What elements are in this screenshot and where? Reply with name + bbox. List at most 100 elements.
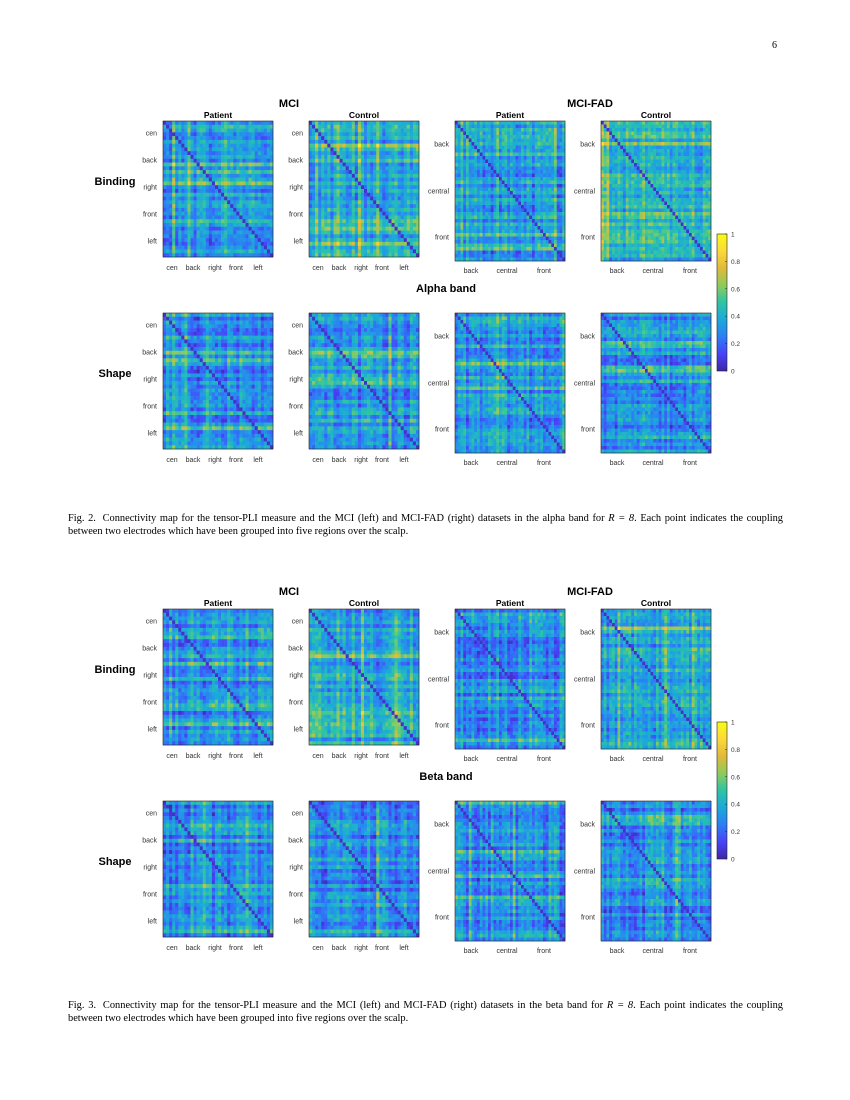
y-tick-label-front: front bbox=[289, 212, 303, 219]
y-tick-label-back: back bbox=[288, 646, 303, 653]
x-tick-label-left: left bbox=[399, 265, 408, 272]
y-tick-label-left: left bbox=[148, 239, 157, 246]
figure-2-caption-math: R = 8 bbox=[608, 513, 634, 524]
heatmap-shape-0 bbox=[162, 312, 274, 450]
x-tick-label-right: right bbox=[208, 457, 222, 464]
row-title-shape: Shape bbox=[98, 856, 131, 868]
y-tick-label-right: right bbox=[289, 865, 303, 872]
x-tick-label-left: left bbox=[253, 457, 262, 464]
x-tick-label-cen: cen bbox=[312, 945, 323, 952]
x-tick-label-back: back bbox=[464, 948, 479, 955]
x-tick-label-back: back bbox=[610, 948, 625, 955]
x-tick-label-central: central bbox=[642, 948, 663, 955]
x-tick-label-back: back bbox=[464, 756, 479, 763]
dataset-title-mci: MCI bbox=[279, 586, 299, 598]
heatmap-shape-0 bbox=[162, 800, 274, 938]
y-tick-label-back: back bbox=[434, 334, 449, 341]
y-tick-label-front: front bbox=[289, 404, 303, 411]
y-tick-label-cen: cen bbox=[292, 811, 303, 818]
figure-2-caption-text: Connectivity map for the tensor-PLI meas… bbox=[103, 513, 605, 524]
band-title: Beta band bbox=[419, 771, 472, 783]
colorbar-tick-label: 0.6 bbox=[731, 774, 740, 781]
figure-3-caption-text-end: . Each point indicates the coupling betw… bbox=[68, 1000, 783, 1024]
x-tick-label-front: front bbox=[683, 948, 697, 955]
x-tick-label-front: front bbox=[683, 268, 697, 275]
colorbar-tick-label: 0.4 bbox=[731, 314, 740, 321]
x-tick-label-right: right bbox=[208, 753, 222, 760]
colorbar-tick-label: 0.6 bbox=[731, 286, 740, 293]
heatmap-shape-2 bbox=[454, 800, 566, 942]
x-tick-label-cen: cen bbox=[312, 457, 323, 464]
x-tick-label-central: central bbox=[496, 756, 517, 763]
y-tick-label-left: left bbox=[294, 919, 303, 926]
column-title-patient: Patient bbox=[496, 110, 525, 120]
y-tick-label-back: back bbox=[580, 630, 595, 637]
x-tick-label-back: back bbox=[186, 945, 201, 952]
x-tick-label-cen: cen bbox=[166, 457, 177, 464]
y-tick-label-cen: cen bbox=[146, 323, 157, 330]
row-title-shape: Shape bbox=[98, 368, 131, 380]
row-title-binding: Binding bbox=[95, 176, 136, 188]
x-tick-label-back: back bbox=[464, 460, 479, 467]
heatmap-binding-3 bbox=[600, 120, 712, 262]
y-tick-label-front: front bbox=[143, 404, 157, 411]
x-tick-label-back: back bbox=[186, 753, 201, 760]
y-tick-label-front: front bbox=[143, 892, 157, 899]
y-tick-label-left: left bbox=[294, 431, 303, 438]
x-tick-label-front: front bbox=[683, 460, 697, 467]
colorbar-tick-label: 1 bbox=[731, 720, 735, 727]
x-tick-label-central: central bbox=[642, 756, 663, 763]
x-tick-label-back: back bbox=[610, 268, 625, 275]
x-tick-label-back: back bbox=[332, 265, 347, 272]
figure-2-alpha-band: MCI MCI-FAD Alpha band Patient Control Patien… bbox=[95, 98, 741, 467]
y-tick-label-central: central bbox=[574, 381, 595, 388]
x-tick-label-left: left bbox=[399, 945, 408, 952]
x-tick-label-front: front bbox=[375, 945, 389, 952]
x-tick-label-left: left bbox=[253, 265, 262, 272]
colorbar-tick-label: 0 bbox=[731, 369, 735, 376]
y-tick-label-left: left bbox=[294, 727, 303, 734]
colorbar-tick-label: 0.4 bbox=[731, 802, 740, 809]
y-tick-label-front: front bbox=[435, 427, 449, 434]
column-title-patient: Patient bbox=[204, 598, 233, 608]
x-tick-label-cen: cen bbox=[166, 753, 177, 760]
x-tick-label-front: front bbox=[537, 756, 551, 763]
x-tick-label-front: front bbox=[229, 265, 243, 272]
y-tick-label-cen: cen bbox=[146, 131, 157, 138]
y-tick-label-right: right bbox=[143, 673, 157, 680]
x-tick-label-back: back bbox=[186, 457, 201, 464]
heatmap-binding-1 bbox=[308, 120, 420, 258]
y-tick-label-back: back bbox=[580, 822, 595, 829]
x-tick-label-back: back bbox=[610, 756, 625, 763]
x-tick-label-back: back bbox=[464, 268, 479, 275]
page-number: 6 bbox=[772, 40, 777, 51]
figure-2-caption-text-end: . Each point indicates the coupling betw… bbox=[68, 513, 783, 537]
x-tick-label-central: central bbox=[496, 268, 517, 275]
x-tick-label-back: back bbox=[610, 460, 625, 467]
x-tick-label-back: back bbox=[332, 457, 347, 464]
y-tick-label-central: central bbox=[428, 677, 449, 684]
row-title-binding: Binding bbox=[95, 664, 136, 676]
y-tick-label-front: front bbox=[581, 235, 595, 242]
figure-3-caption: Fig. 3. Connectivity map for the tensor-… bbox=[68, 999, 783, 1025]
y-tick-label-central: central bbox=[428, 869, 449, 876]
y-tick-label-back: back bbox=[580, 334, 595, 341]
heatmap-shape-3 bbox=[600, 312, 712, 454]
y-tick-label-left: left bbox=[294, 239, 303, 246]
column-title-control: Control bbox=[349, 598, 379, 608]
heatmap-binding-0 bbox=[162, 608, 274, 746]
x-tick-label-back: back bbox=[186, 265, 201, 272]
x-tick-label-front: front bbox=[375, 265, 389, 272]
y-tick-label-right: right bbox=[143, 185, 157, 192]
figure-2-caption: Fig. 2. Connectivity map for the tensor-… bbox=[68, 512, 783, 538]
heatmap-shape-1 bbox=[308, 800, 420, 938]
x-tick-label-left: left bbox=[399, 457, 408, 464]
y-tick-label-back: back bbox=[434, 630, 449, 637]
y-tick-label-front: front bbox=[435, 235, 449, 242]
colorbar-tick-label: 1 bbox=[731, 232, 735, 239]
x-tick-label-right: right bbox=[354, 945, 368, 952]
x-tick-label-front: front bbox=[229, 753, 243, 760]
y-tick-label-right: right bbox=[289, 673, 303, 680]
y-tick-label-back: back bbox=[434, 142, 449, 149]
y-tick-label-back: back bbox=[142, 838, 157, 845]
